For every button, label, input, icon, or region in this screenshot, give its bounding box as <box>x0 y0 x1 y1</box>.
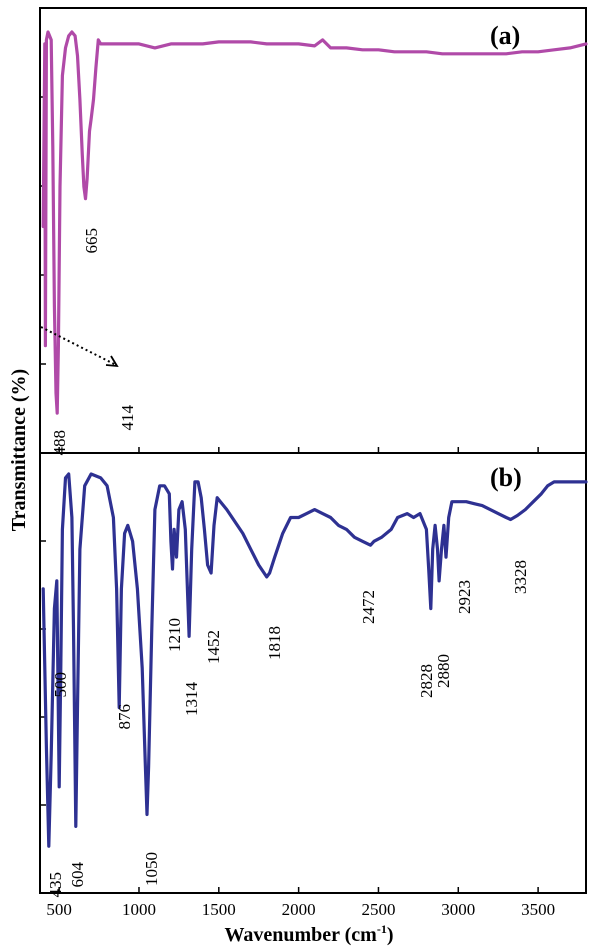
peak-label-b-1210: 1210 <box>165 618 184 652</box>
arrow-414-line <box>40 326 117 366</box>
peak-label-b-3328: 3328 <box>511 560 530 594</box>
spectrum-line-a <box>41 30 588 415</box>
x-tick-label-2500: 2500 <box>361 900 395 919</box>
x-tick-label-500: 500 <box>46 900 72 919</box>
x-axis-title-sup: -1 <box>377 922 387 936</box>
peak-label-a-665: 665 <box>82 228 101 254</box>
x-axis-title: Wavenumber (cm-1) <box>224 922 393 946</box>
panel-b-label: (b) <box>490 463 522 492</box>
peak-label-b-500: 500 <box>51 672 70 698</box>
curve-layer <box>41 30 588 848</box>
x-tick-label-1500: 1500 <box>202 900 236 919</box>
spectrum-line-b <box>41 472 588 848</box>
peak-label-b-876: 876 <box>115 704 134 730</box>
x-tick-label-1000: 1000 <box>122 900 156 919</box>
x-axis-title-end: ) <box>387 924 394 946</box>
peak-label-b-604: 604 <box>68 862 87 888</box>
peak-label-a-488: 488 <box>50 430 69 456</box>
ticks-layer: 500 1000 1500 2000 2500 3000 3500 <box>40 96 555 919</box>
peak-label-b-2880: 2880 <box>434 654 453 688</box>
peak-label-b-1050: 1050 <box>142 852 161 886</box>
peak-label-b-1818: 1818 <box>265 626 284 660</box>
panel-a-frame <box>39 7 587 454</box>
panel-a-label: (a) <box>490 21 520 50</box>
peak-label-b-1314: 1314 <box>182 682 201 717</box>
x-tick-label-3500: 3500 <box>521 900 555 919</box>
arrow-414-head <box>105 355 119 368</box>
y-axis-title: Transmittance (%) <box>8 369 30 531</box>
peak-label-b-1452: 1452 <box>204 630 223 664</box>
peak-label-b-2472: 2472 <box>359 590 378 624</box>
peak-label-b-435: 435 <box>46 872 65 898</box>
peak-label-b-2828: 2828 <box>417 664 436 698</box>
panel-b-frame <box>39 452 587 894</box>
peak-label-b-2923: 2923 <box>455 580 474 614</box>
x-tick-label-2000: 2000 <box>282 900 316 919</box>
x-tick-label-3000: 3000 <box>441 900 475 919</box>
x-axis-title-main: Wavenumber (cm <box>224 924 377 946</box>
peak-label-a-414: 414 <box>118 405 137 431</box>
